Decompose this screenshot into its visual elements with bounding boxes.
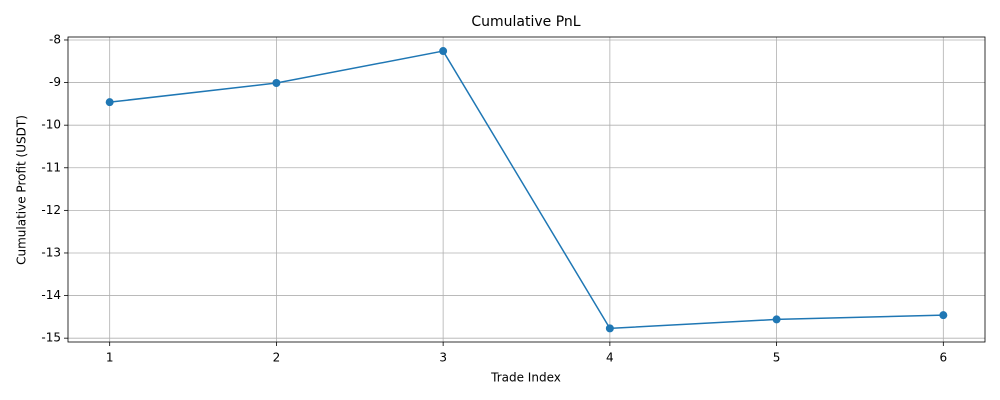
x-tick-label: 4 xyxy=(606,351,614,365)
point xyxy=(939,311,948,320)
y-tick-label: -9 xyxy=(49,75,61,89)
x-tick-label: 6 xyxy=(939,351,947,365)
chart-title: Cumulative PnL xyxy=(471,14,580,30)
y-tick-label: -8 xyxy=(49,32,61,46)
y-tick-label: -12 xyxy=(41,203,61,217)
y-tick-label: -10 xyxy=(41,118,61,132)
x-tick-label: 3 xyxy=(439,351,447,365)
y-tick-label: -13 xyxy=(41,245,61,259)
point xyxy=(605,324,614,333)
x-tick-label: 1 xyxy=(106,351,114,365)
y-tick-label: -14 xyxy=(41,288,61,302)
y-tick-label: -11 xyxy=(41,160,61,174)
point xyxy=(272,79,281,88)
x-tick-label: 5 xyxy=(773,351,781,365)
point xyxy=(105,98,114,107)
y-axis-label: Cumulative Profit (USDT) xyxy=(15,115,29,265)
point xyxy=(772,315,781,324)
y-tick-label: -15 xyxy=(41,331,61,345)
line xyxy=(109,50,944,330)
plot-frame xyxy=(67,36,986,343)
point xyxy=(439,47,448,56)
x-tick-label: 2 xyxy=(273,351,281,365)
x-axis-label: Trade Index xyxy=(490,371,561,385)
